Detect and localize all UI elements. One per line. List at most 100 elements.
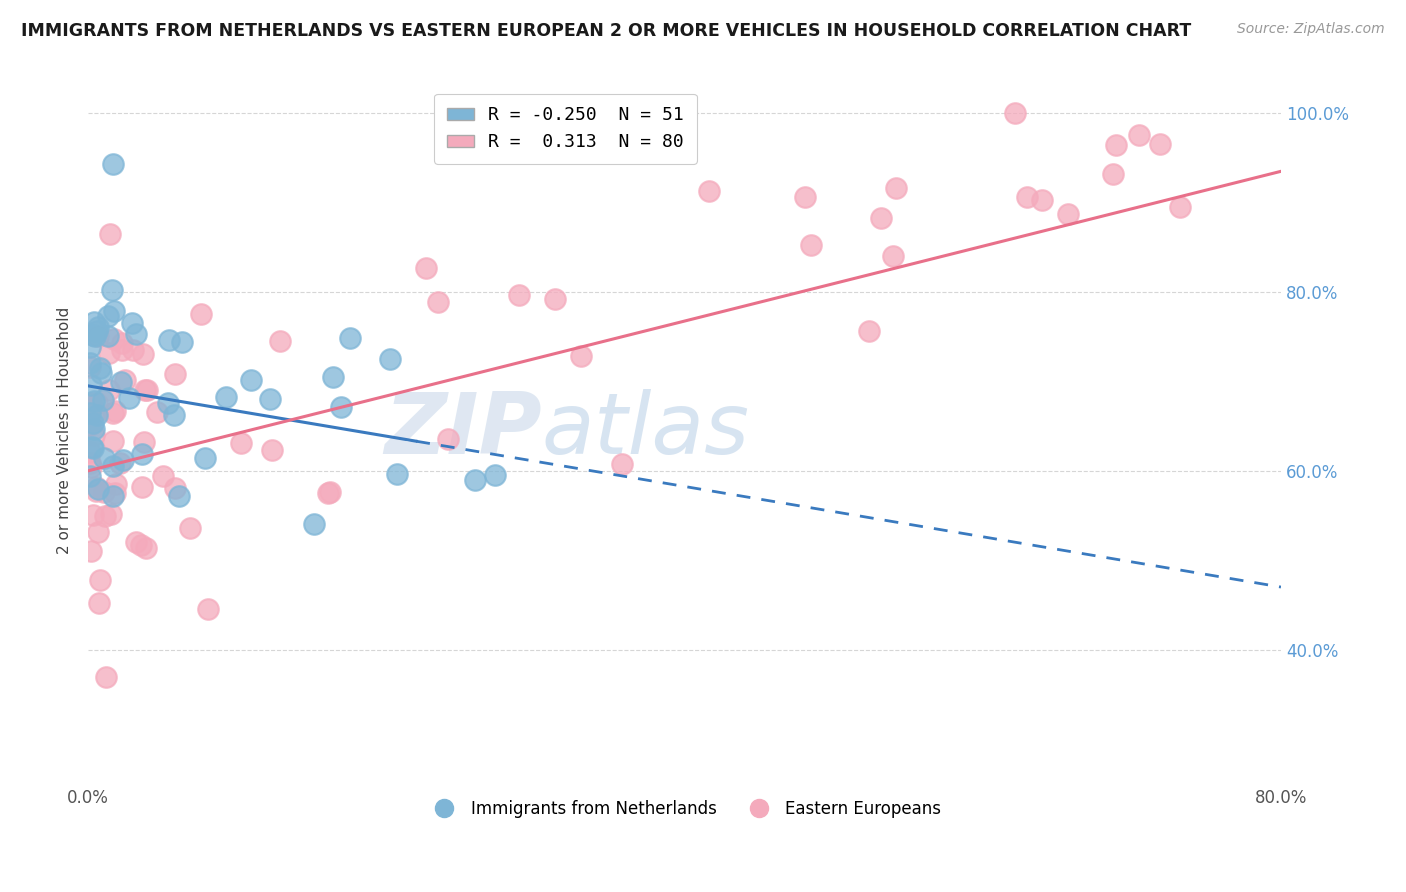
Text: IMMIGRANTS FROM NETHERLANDS VS EASTERN EUROPEAN 2 OR MORE VEHICLES IN HOUSEHOLD : IMMIGRANTS FROM NETHERLANDS VS EASTERN E… <box>21 22 1191 40</box>
Point <box>697 184 720 198</box>
Point <box>427 294 450 309</box>
Point <box>339 331 361 345</box>
Point <box>179 521 201 535</box>
Point <box>125 535 148 549</box>
Point <box>87 320 110 334</box>
Point <box>114 373 136 387</box>
Point <box>111 335 134 350</box>
Point <box>129 538 152 552</box>
Point <box>131 480 153 494</box>
Point <box>103 157 125 171</box>
Point <box>152 468 174 483</box>
Point <box>80 378 103 392</box>
Point <box>112 452 135 467</box>
Point <box>1017 189 1039 203</box>
Point <box>101 458 124 473</box>
Point <box>90 367 112 381</box>
Point <box>167 489 190 503</box>
Point <box>98 383 121 397</box>
Point <box>125 326 148 341</box>
Point <box>82 442 104 456</box>
Point <box>122 343 145 357</box>
Point <box>87 482 110 496</box>
Point <box>316 486 339 500</box>
Point <box>1031 193 1053 207</box>
Point <box>93 451 115 466</box>
Point <box>97 309 120 323</box>
Point <box>101 406 124 420</box>
Point <box>1128 128 1150 142</box>
Point <box>330 401 353 415</box>
Point <box>156 396 179 410</box>
Point <box>215 390 238 404</box>
Point <box>172 335 194 350</box>
Point <box>544 292 567 306</box>
Point <box>132 435 155 450</box>
Point <box>80 460 103 475</box>
Point <box>134 384 156 398</box>
Point <box>111 343 134 357</box>
Point <box>1004 106 1026 120</box>
Point <box>437 433 460 447</box>
Point <box>163 408 186 422</box>
Point <box>82 440 104 454</box>
Point <box>79 356 101 370</box>
Point <box>110 456 132 470</box>
Point <box>104 404 127 418</box>
Point <box>882 249 904 263</box>
Point <box>86 325 108 339</box>
Point <box>318 485 340 500</box>
Point <box>136 383 159 397</box>
Point <box>79 456 101 470</box>
Point <box>794 190 817 204</box>
Point <box>163 481 186 495</box>
Point <box>97 345 120 359</box>
Point <box>302 517 325 532</box>
Point <box>79 469 101 483</box>
Point <box>100 508 122 522</box>
Point <box>870 211 893 225</box>
Text: ZIP: ZIP <box>384 389 541 472</box>
Point <box>86 524 108 539</box>
Point <box>80 401 103 415</box>
Point <box>858 324 880 338</box>
Point <box>118 391 141 405</box>
Text: Source: ZipAtlas.com: Source: ZipAtlas.com <box>1237 22 1385 37</box>
Point <box>87 329 110 343</box>
Point <box>79 406 101 420</box>
Point <box>259 392 281 407</box>
Point <box>89 573 111 587</box>
Point <box>101 283 124 297</box>
Point <box>91 393 114 408</box>
Text: atlas: atlas <box>541 389 749 472</box>
Point <box>260 442 283 457</box>
Point <box>101 489 124 503</box>
Point <box>1105 138 1128 153</box>
Point <box>1057 207 1080 221</box>
Point <box>240 373 263 387</box>
Point <box>135 541 157 555</box>
Point <box>82 508 104 523</box>
Point <box>1102 167 1125 181</box>
Point <box>94 670 117 684</box>
Point <box>197 602 219 616</box>
Legend: Immigrants from Netherlands, Eastern Europeans: Immigrants from Netherlands, Eastern Eur… <box>422 794 948 825</box>
Point <box>89 596 111 610</box>
Y-axis label: 2 or more Vehicles in Household: 2 or more Vehicles in Household <box>58 307 72 554</box>
Point <box>83 427 105 442</box>
Point <box>103 304 125 318</box>
Point <box>190 307 212 321</box>
Point <box>83 422 105 436</box>
Point <box>387 467 409 481</box>
Point <box>269 334 291 348</box>
Point <box>131 447 153 461</box>
Point <box>86 396 108 410</box>
Point <box>83 393 105 408</box>
Point <box>79 359 101 374</box>
Point <box>83 315 105 329</box>
Point <box>79 340 101 354</box>
Point <box>103 333 125 347</box>
Point <box>800 237 823 252</box>
Point <box>132 347 155 361</box>
Point <box>101 434 124 448</box>
